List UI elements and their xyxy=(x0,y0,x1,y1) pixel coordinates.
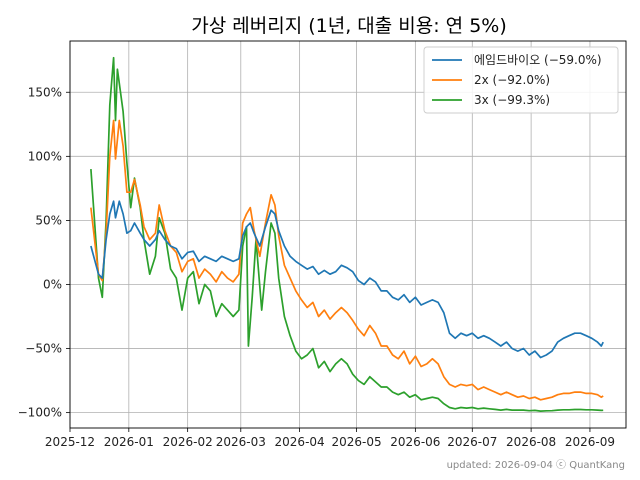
y-tick-label: 0% xyxy=(43,277,62,291)
ticks: 2025-12 2026-01 2026-02 2026-03 2026-04 2026-… xyxy=(18,85,615,449)
x-tick-label: 2026-03 xyxy=(216,435,266,449)
legend-label-0: 에임드바이오 (−59.0%) xyxy=(474,53,602,67)
series-line-1 xyxy=(90,119,604,401)
x-tick-label: 2026-05 xyxy=(331,435,381,449)
x-tick-label: 2025-12 xyxy=(45,435,95,449)
y-tick-label: 100% xyxy=(28,149,62,163)
y-tick-label: −100% xyxy=(18,406,62,420)
x-tick-label: 2026-09 xyxy=(565,435,615,449)
y-tick-label: 50% xyxy=(35,213,62,227)
series-line-2 xyxy=(90,56,604,412)
x-tick-label: 2026-02 xyxy=(163,435,213,449)
x-tick-label: 2026-07 xyxy=(447,435,497,449)
legend-label-1: 2x (−92.0%) xyxy=(474,73,550,87)
legend-box xyxy=(423,46,619,114)
x-tick-label: 2026-01 xyxy=(104,435,154,449)
x-tick-label: 2026-06 xyxy=(390,435,440,449)
x-tick-label: 2026-04 xyxy=(275,435,325,449)
series-layer xyxy=(90,56,604,412)
x-tick-label: 2026-08 xyxy=(506,435,556,449)
plot-frame xyxy=(69,40,627,429)
y-tick-label: 150% xyxy=(28,85,62,99)
footer-credit: updated: 2026-09-04 ⓒ QuantKang xyxy=(447,459,625,471)
legend: 에임드바이오 (−59.0%) 2x (−92.0%) 3x (−99.3%) xyxy=(423,46,619,114)
legend-label-2: 3x (−99.3%) xyxy=(474,93,550,107)
y-tick-label: −50% xyxy=(25,342,62,356)
chart-title: 가상 레버리지 (1년, 대출 비용: 연 5%) xyxy=(191,15,507,37)
series-line-0 xyxy=(90,200,604,359)
